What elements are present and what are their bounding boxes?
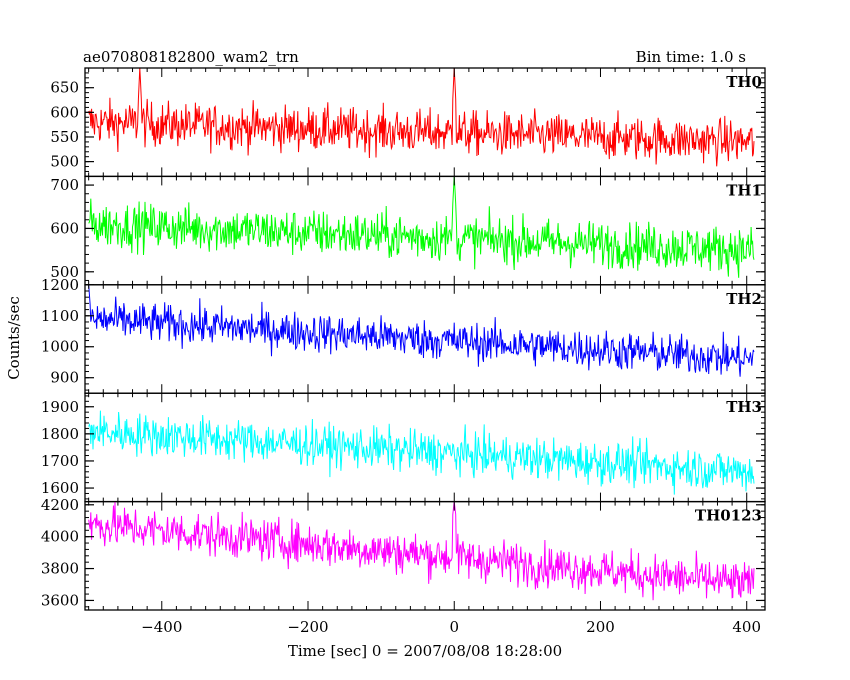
y-tick-label: 3800 xyxy=(41,560,79,578)
series-th0-line xyxy=(88,67,755,167)
panel-name-label: TH1 xyxy=(726,181,762,199)
panel-th3: 1600 1700 1800 1900 TH3 xyxy=(41,392,766,503)
y-tick-label: 1000 xyxy=(41,338,79,356)
series-th3-line xyxy=(88,410,755,495)
y-tick-label: 1100 xyxy=(41,307,79,325)
y-tick-label: 1900 xyxy=(41,398,79,416)
y-tick-label: 900 xyxy=(50,369,79,387)
panel-name-label: TH0 xyxy=(726,73,762,91)
y-tick-label: 500 xyxy=(50,263,79,281)
x-tick-label: 200 xyxy=(586,618,615,636)
y-tick-label: 550 xyxy=(50,128,79,146)
x-axis-label: Time [sec] 0 = 2007/08/08 18:28:00 xyxy=(288,642,562,660)
panel-frame xyxy=(84,284,766,394)
panels-group: 500 550 600 650 TH0 500 600 700 TH1 900 1000 1100 12… xyxy=(41,67,766,636)
y-tick-label: 1700 xyxy=(41,452,79,470)
panel-th0: 500 550 600 650 TH0 xyxy=(50,67,766,178)
y-tick-label: 500 xyxy=(50,153,79,171)
panel-th0123: 3600 3800 4000 4200 TH0123 −400 −200 0 200 400 xyxy=(41,496,766,636)
series-th2-line xyxy=(88,284,755,377)
y-tick-label: 3600 xyxy=(41,591,79,609)
panel-th1: 500 600 700 TH1 xyxy=(50,175,766,286)
y-axis-label: Counts/sec xyxy=(5,296,23,380)
panel-name-label: TH0123 xyxy=(695,507,762,525)
panel-name-label: TH3 xyxy=(726,398,762,416)
plot-title: ae070808182800_wam2_trn xyxy=(83,48,299,66)
panel-th2: 900 1000 1100 1200 TH2 xyxy=(41,276,766,394)
series-th1-line xyxy=(88,176,755,278)
x-tick-label: −400 xyxy=(141,618,182,636)
y-tick-label: 700 xyxy=(50,176,79,194)
y-tick-label: 600 xyxy=(50,103,79,121)
bin-time-label: Bin time: 1.0 s xyxy=(636,48,746,66)
y-tick-label: 1200 xyxy=(41,276,79,294)
x-tick-label: −200 xyxy=(287,618,328,636)
x-tick-label: 400 xyxy=(732,618,761,636)
panel-name-label: TH2 xyxy=(726,290,762,308)
y-tick-label: 1600 xyxy=(41,479,79,497)
y-tick-label: 600 xyxy=(50,219,79,237)
y-tick-label: 650 xyxy=(50,79,79,97)
y-tick-label: 4000 xyxy=(41,528,79,546)
x-tick-label: 0 xyxy=(449,618,459,636)
y-tick-label: 1800 xyxy=(41,425,79,443)
y-tick-label: 4200 xyxy=(41,496,79,514)
series-th0123-line xyxy=(88,501,755,601)
